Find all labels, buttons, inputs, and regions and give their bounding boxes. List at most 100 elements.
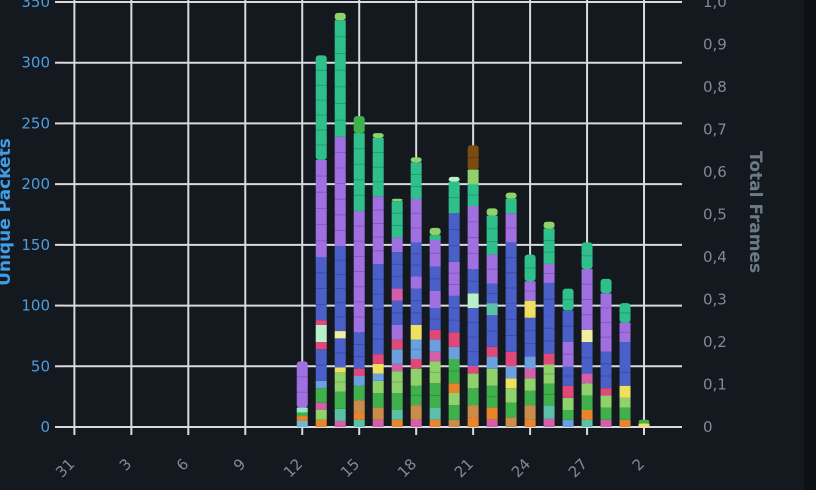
bar-segment	[543, 263, 555, 283]
bar-stack	[353, 116, 365, 427]
bar-stacks	[296, 12, 650, 427]
bar-segment	[353, 412, 365, 420]
bar-segment	[505, 351, 517, 367]
bar-segment	[619, 359, 631, 386]
bar-segment	[448, 359, 460, 384]
bar-segment	[486, 356, 498, 369]
bar-segment	[486, 385, 498, 408]
bar-segment	[315, 325, 327, 342]
bar-segment	[315, 349, 327, 381]
bar-segment	[315, 342, 327, 350]
x-tick-label: 9	[230, 455, 249, 474]
bar-segment	[410, 242, 422, 277]
y-axis-left-label: Unique Packets	[0, 138, 15, 286]
y-tick-label: 100	[21, 297, 50, 315]
bar-segment	[505, 378, 517, 389]
bar-segment	[372, 407, 384, 420]
bar-segment	[505, 192, 517, 199]
bar-segment	[524, 368, 536, 379]
bar-segment	[600, 395, 612, 408]
bar-segment	[505, 402, 517, 418]
bar-segment	[334, 20, 346, 137]
bar-segment	[372, 354, 384, 364]
y-tick-label: 200	[21, 175, 50, 193]
bar-segment	[562, 310, 574, 342]
x-tick-label: 2	[629, 455, 648, 474]
bar-segment	[600, 407, 612, 420]
x-axis-ticks: 31 3 6 9 12 15 18 21 24 27 2	[52, 455, 648, 481]
bar-segment	[505, 303, 517, 352]
bar-segment	[391, 371, 403, 393]
bar-segment	[486, 346, 498, 357]
bar-segment	[315, 410, 327, 420]
bar-segment	[619, 397, 631, 408]
bar-segment	[524, 405, 536, 420]
bar-segment	[524, 281, 536, 301]
bar-segment	[505, 242, 517, 304]
bar-stack	[315, 55, 327, 427]
bar-segment	[543, 315, 555, 354]
bar-stack	[581, 242, 593, 427]
bar-segment	[296, 416, 308, 421]
bar-segment	[448, 383, 460, 393]
bar-segment	[334, 420, 346, 427]
bar-segment	[334, 408, 346, 421]
bar-stack	[467, 145, 479, 427]
bar-segment	[334, 367, 346, 373]
bar-segment	[581, 395, 593, 410]
bar-segment	[505, 198, 517, 214]
bar-segment	[353, 376, 365, 386]
bar-segment	[334, 331, 346, 339]
bar-segment	[391, 393, 403, 410]
y2-tick-label: 0,6	[703, 163, 727, 181]
bar-segment	[505, 417, 517, 427]
y-axis-right-label: Total Frames	[745, 151, 765, 273]
bar-segment	[619, 419, 631, 427]
bar-segment	[562, 397, 574, 410]
y-tick-label: 0	[40, 418, 50, 436]
bar-segment	[353, 368, 365, 376]
bar-segment	[524, 419, 536, 427]
bar-segment	[429, 266, 441, 291]
y-tick-label: 150	[21, 236, 50, 254]
y2-tick-label: 0,9	[703, 36, 727, 54]
bar-segment	[562, 410, 574, 420]
bar-segment	[410, 198, 422, 243]
bar-segment	[524, 317, 536, 357]
bar-segment	[391, 325, 403, 340]
bar-segment	[429, 339, 441, 352]
x-tick-label: 12	[280, 455, 306, 481]
bar-segment	[353, 419, 365, 427]
bar-segment	[486, 208, 498, 216]
bar-segment	[391, 237, 403, 253]
bar-segment	[429, 235, 441, 240]
bar-segment	[448, 393, 460, 406]
bar-segment	[429, 407, 441, 420]
bar-segment	[486, 315, 498, 347]
bar-segment	[391, 410, 403, 420]
y2-tick-label: 0,3	[703, 291, 727, 309]
bar-segment	[619, 303, 631, 323]
bar-segment	[429, 419, 441, 427]
bar-segment	[600, 388, 612, 396]
bar-stack	[562, 288, 574, 427]
bar-segment	[581, 242, 593, 270]
bar-segment	[372, 373, 384, 381]
y-tick-label: 300	[21, 54, 50, 72]
bar-stack	[524, 254, 536, 427]
bar-segment	[391, 363, 403, 372]
bar-segment	[562, 366, 574, 386]
bar-segment	[619, 342, 631, 359]
y2-tick-label: 0,1	[703, 376, 727, 394]
bar-segment	[448, 332, 460, 347]
y2-tick-label: 0,8	[703, 78, 727, 96]
bar-segment	[429, 227, 441, 236]
y2-tick-label: 0,4	[703, 248, 727, 266]
bar-segment	[410, 276, 422, 289]
bar-segment	[486, 368, 498, 386]
bar-segment	[638, 423, 650, 427]
bar-segment	[505, 388, 517, 403]
bar-segment	[467, 308, 479, 367]
bar-segment	[467, 206, 479, 270]
